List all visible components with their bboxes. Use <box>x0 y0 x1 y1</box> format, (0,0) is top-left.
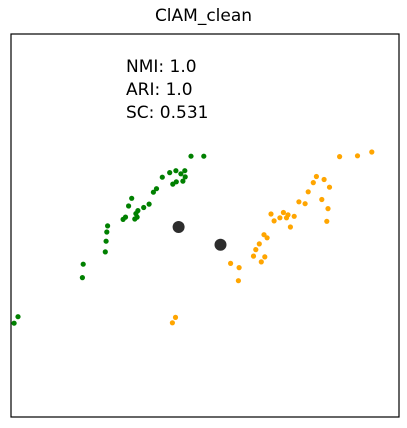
data-point-cluster-0 <box>134 214 140 220</box>
data-point-cluster-0 <box>182 174 188 180</box>
data-point-cluster-0 <box>126 203 132 209</box>
points-layer <box>11 149 375 326</box>
data-point-cluster-1 <box>253 247 259 253</box>
data-point-cluster-1 <box>287 224 293 230</box>
data-point-cluster-1 <box>285 212 291 218</box>
data-point-cluster-1 <box>262 254 268 260</box>
data-point-cluster-0 <box>182 168 188 174</box>
data-point-cluster-0 <box>105 223 111 229</box>
plot-frame <box>10 33 400 418</box>
data-point-cluster-0 <box>141 204 147 211</box>
centroid-marker <box>172 221 185 233</box>
data-point-cluster-0 <box>159 174 165 180</box>
data-point-cluster-0 <box>129 195 135 201</box>
data-point-cluster-1 <box>172 314 179 320</box>
data-point-cluster-0 <box>146 201 152 207</box>
data-point-cluster-0 <box>79 275 85 281</box>
data-point-cluster-1 <box>291 213 297 219</box>
data-point-cluster-1 <box>324 218 330 224</box>
data-point-cluster-0 <box>201 153 207 159</box>
data-point-cluster-0 <box>173 168 179 174</box>
data-point-cluster-1 <box>325 206 331 212</box>
data-point-cluster-0 <box>188 153 194 159</box>
data-point-cluster-0 <box>122 214 129 220</box>
data-point-cluster-1 <box>268 211 274 217</box>
data-point-cluster-1 <box>264 235 270 241</box>
data-point-cluster-0 <box>103 238 109 244</box>
data-point-cluster-1 <box>310 180 316 186</box>
data-point-cluster-0 <box>173 179 179 185</box>
chart-title: ClAM_clean <box>154 6 253 26</box>
metric-ari: ARI: 1.0 <box>126 80 193 100</box>
data-point-cluster-1 <box>169 320 175 326</box>
data-point-cluster-1 <box>302 201 308 207</box>
data-point-cluster-1 <box>326 184 333 190</box>
data-point-cluster-1 <box>296 199 302 205</box>
data-point-cluster-0 <box>153 186 160 192</box>
data-point-cluster-1 <box>321 176 327 183</box>
data-point-cluster-1 <box>369 149 375 155</box>
data-point-cluster-0 <box>102 249 108 255</box>
data-point-cluster-1 <box>256 241 262 247</box>
data-point-cluster-1 <box>337 154 343 160</box>
data-point-cluster-0 <box>104 229 110 235</box>
data-point-cluster-0 <box>15 314 21 320</box>
data-point-cluster-1 <box>313 173 319 180</box>
data-point-cluster-0 <box>80 261 86 267</box>
metric-nmi: NMI: 1.0 <box>126 57 197 77</box>
data-point-cluster-1 <box>235 278 241 284</box>
data-point-cluster-0 <box>11 320 17 326</box>
data-point-cluster-1 <box>277 215 283 221</box>
data-point-cluster-1 <box>305 189 311 195</box>
data-point-cluster-1 <box>280 209 286 216</box>
data-point-cluster-0 <box>167 170 173 176</box>
data-point-cluster-1 <box>271 218 277 224</box>
data-point-cluster-0 <box>180 178 186 184</box>
data-point-cluster-1 <box>228 260 234 266</box>
data-point-cluster-1 <box>258 259 264 265</box>
data-point-cluster-1 <box>319 196 325 203</box>
data-point-cluster-0 <box>178 171 184 177</box>
data-point-cluster-1 <box>236 265 242 271</box>
data-point-cluster-0 <box>150 189 156 195</box>
data-point-cluster-1 <box>250 253 257 259</box>
data-point-cluster-0 <box>135 208 141 214</box>
data-point-cluster-1 <box>354 153 361 159</box>
centroid-marker <box>214 238 227 251</box>
metric-sc: SC: 0.531 <box>126 103 208 123</box>
centroids-layer <box>172 221 227 251</box>
